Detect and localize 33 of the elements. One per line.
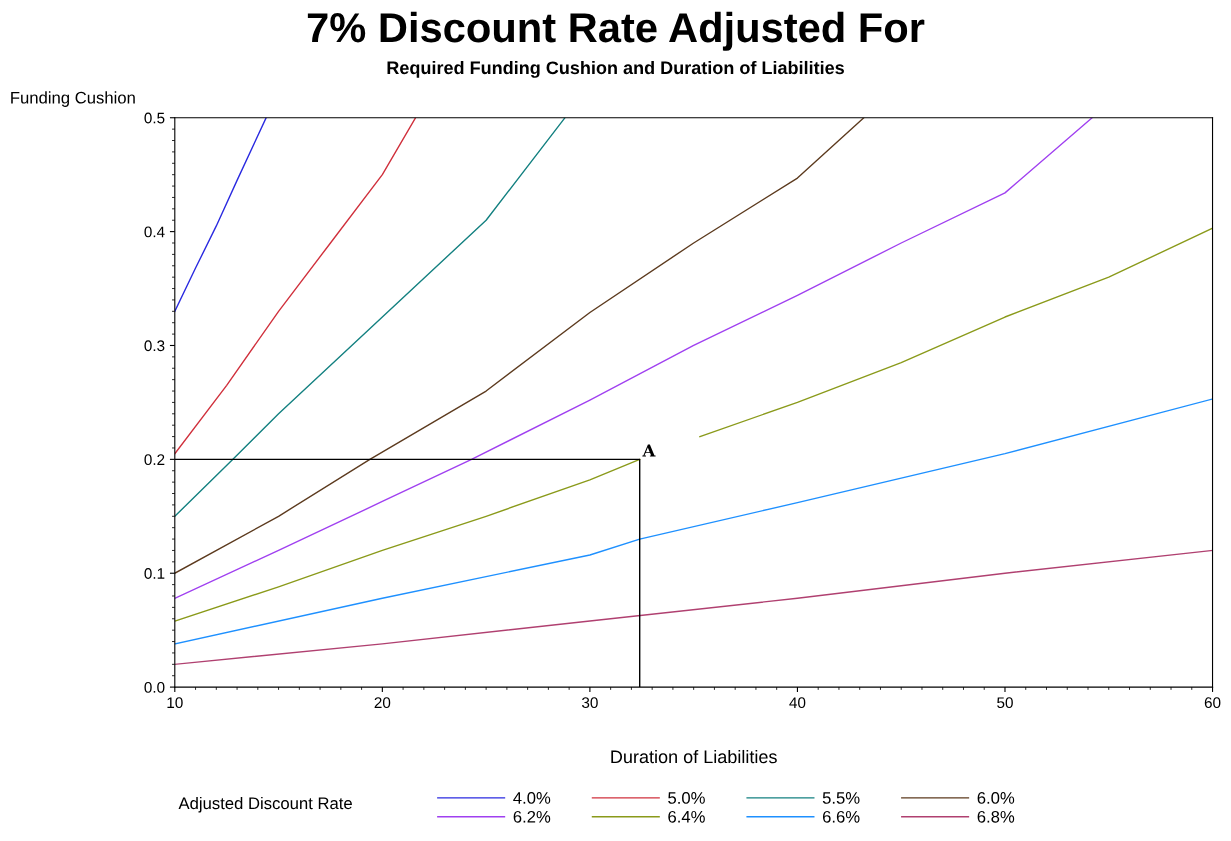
legend-label: 5.5% xyxy=(822,792,860,804)
legend-label: 6.2% xyxy=(513,810,551,823)
line-series xyxy=(174,117,865,574)
line-series xyxy=(174,117,566,517)
y-tick-label: 0.0 xyxy=(144,681,165,693)
legend-label: 6.6% xyxy=(822,810,860,823)
x-axis-title: Duration of Liabilities xyxy=(611,749,777,764)
line-series xyxy=(174,398,1213,645)
legend-label: 6.4% xyxy=(668,810,705,823)
line-series xyxy=(174,117,417,455)
y-tick-label: 0.2 xyxy=(144,454,165,466)
annotation: A xyxy=(642,444,656,457)
x-tick-label: 20 xyxy=(374,697,391,709)
legend-label: 5.0% xyxy=(668,792,705,804)
x-tick-label: 30 xyxy=(581,697,598,709)
x-tick-label: 40 xyxy=(789,697,806,709)
y-tick-label: 0.3 xyxy=(144,340,165,352)
legend-label: 6.8% xyxy=(977,810,1015,823)
line-series xyxy=(174,117,1093,599)
legend-title: Adjusted Discount Rate xyxy=(178,796,352,813)
chart-title: 7% Discount Rate Adjusted For xyxy=(307,11,925,51)
x-tick-label: 50 xyxy=(997,697,1013,709)
chart-subtitle: Required Funding Cushion and Duration of Liabilities xyxy=(387,60,844,78)
y-axis-title: Funding Cushion xyxy=(11,91,135,107)
legend-label: 6.0% xyxy=(977,792,1015,804)
x-tick-label: 60 xyxy=(1204,697,1221,709)
line-series xyxy=(174,549,1213,666)
y-tick-label: 0.5 xyxy=(144,112,165,124)
legend-label: 4.0% xyxy=(513,792,551,804)
y-tick-label: 0.1 xyxy=(144,568,165,579)
x-tick-label: 10 xyxy=(167,697,183,709)
line-series xyxy=(174,117,267,313)
y-tick-label: 0.4 xyxy=(144,226,165,238)
